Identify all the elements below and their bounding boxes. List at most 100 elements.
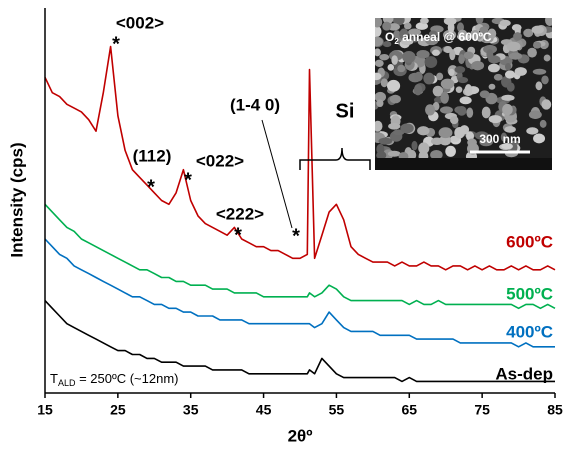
grain	[455, 86, 463, 93]
peak-label: <222>	[216, 204, 264, 223]
grain	[423, 72, 435, 85]
grain	[413, 84, 423, 96]
grain	[532, 68, 547, 75]
x-tick-label: 65	[401, 402, 417, 418]
grain	[443, 45, 453, 54]
grain	[397, 64, 406, 73]
grain	[445, 145, 456, 157]
grain	[417, 126, 430, 136]
grain	[506, 41, 521, 52]
grain	[463, 51, 474, 60]
grain	[391, 55, 398, 65]
series-label: As-dep	[495, 364, 553, 383]
grain	[402, 51, 416, 63]
grain	[479, 138, 493, 147]
condition-sub: ALD	[58, 378, 76, 388]
x-tick-label: 35	[183, 402, 199, 418]
grain	[408, 28, 422, 36]
grain	[375, 36, 383, 47]
grain	[541, 99, 552, 110]
grain	[500, 132, 508, 142]
grain	[543, 54, 551, 62]
grain	[424, 56, 438, 69]
arrow	[261, 119, 293, 229]
grain	[415, 22, 428, 30]
inset-title-main: O	[385, 30, 394, 44]
grain	[431, 49, 440, 56]
peak-marker: *	[184, 169, 192, 191]
grain	[450, 116, 459, 125]
grain	[382, 40, 392, 48]
series-line	[44, 300, 555, 383]
series-line	[44, 45, 556, 271]
grain	[454, 126, 465, 139]
grain	[532, 41, 542, 49]
grain	[440, 91, 449, 104]
grain	[401, 38, 414, 46]
grain	[376, 99, 384, 108]
condition-label: TALD = 250ºC (~12nm)	[50, 371, 179, 388]
x-tick-label: 25	[110, 402, 126, 418]
grain	[474, 131, 489, 140]
grain	[457, 76, 469, 84]
grain	[376, 151, 387, 160]
grain	[488, 115, 502, 124]
peak-marker: *	[292, 225, 300, 247]
grain	[399, 28, 409, 40]
grain	[487, 28, 497, 39]
grain	[430, 149, 443, 160]
series-line	[44, 203, 556, 310]
grain	[535, 81, 543, 91]
inset-info-bar	[375, 158, 552, 170]
x-tick-label: 75	[474, 402, 490, 418]
inset-title-rest: anneal @ 600ºC	[399, 30, 492, 44]
inset-image: 300 nm O2 anneal @ 600ºC	[375, 18, 552, 170]
grain	[375, 18, 383, 28]
grain	[407, 149, 417, 161]
plot-area	[44, 45, 556, 383]
grain	[502, 103, 513, 116]
grain	[416, 50, 430, 59]
grain	[528, 110, 542, 119]
grain	[420, 18, 429, 25]
series-label: 600ºC	[506, 232, 553, 251]
grain	[475, 18, 484, 25]
y-axis-title: Intensity (cps)	[7, 142, 26, 257]
grain	[488, 83, 496, 90]
inset-title: O2 anneal @ 600ºC	[385, 30, 492, 46]
grain	[526, 127, 539, 135]
grain	[430, 137, 443, 146]
grain	[541, 75, 549, 85]
grain	[380, 78, 388, 88]
grain	[425, 35, 439, 46]
peak-label: <002>	[116, 13, 164, 32]
grain	[439, 106, 453, 114]
x-tick-label: 15	[37, 402, 53, 418]
grain	[486, 49, 494, 60]
grain	[479, 26, 489, 34]
grain	[375, 72, 382, 81]
grain	[375, 91, 387, 103]
grain	[506, 82, 515, 92]
grain	[501, 143, 513, 150]
grain	[411, 140, 418, 151]
grain	[418, 142, 430, 155]
grain	[499, 19, 511, 27]
series-label: 500ºC	[506, 284, 553, 303]
grain	[471, 60, 485, 71]
condition-rest: = 250ºC (~12nm)	[75, 371, 178, 386]
grain	[375, 120, 383, 132]
grain	[425, 104, 436, 116]
grain	[403, 22, 412, 30]
grain	[436, 72, 444, 81]
condition-main: T	[50, 371, 58, 386]
peak-label: <022>	[196, 151, 244, 170]
grain	[443, 18, 457, 26]
grain	[459, 96, 472, 105]
grain	[382, 21, 392, 31]
grain	[378, 137, 393, 145]
grain	[379, 53, 390, 61]
grain	[456, 105, 467, 116]
peak-marker: *	[112, 33, 120, 55]
